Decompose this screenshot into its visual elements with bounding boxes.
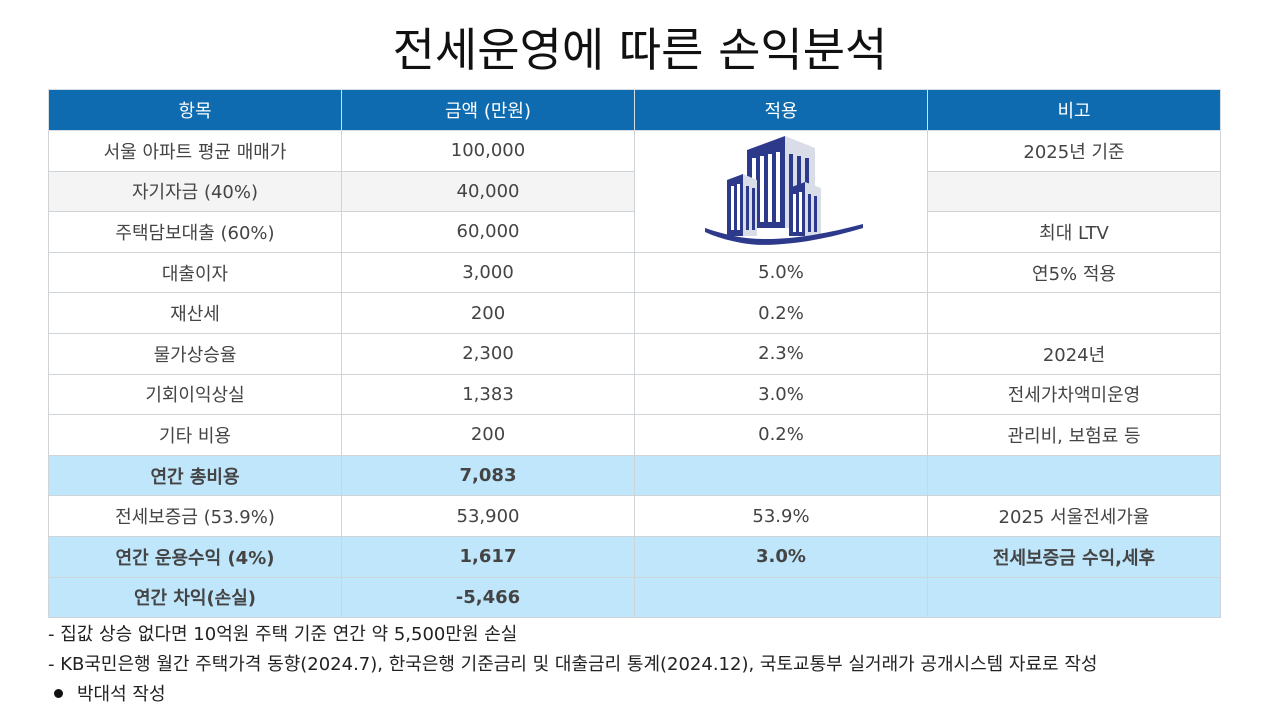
cell-apply: 3.0% (634, 373, 928, 416)
header-apply: 적용 (634, 89, 928, 131)
cell-note (927, 454, 1221, 497)
profit-loss-table: 항목 금액 (만원) 적용 비고 서울 아파트 평균 매매가 100,000 (48, 89, 1221, 619)
cell-note: 2025 서울전세가율 (927, 495, 1221, 537)
cell-item: 주택담보대출 (60%) (48, 211, 342, 253)
cell-item: 연간 총비용 (48, 454, 342, 497)
cell-amount: 100,000 (341, 130, 635, 172)
table-row: 주택담보대출 (60%) 60,000 최대 LTV (48, 211, 1221, 253)
table-row-net-profit: 연간 차익(손실) -5,466 (48, 576, 1221, 619)
page-title: 전세운영에 따른 손익분석 (392, 23, 888, 77)
cell-amount: 2,300 (341, 332, 635, 375)
cell-item: 물가상승율 (48, 332, 342, 375)
header-item: 항목 (48, 89, 342, 131)
cell-apply (634, 454, 928, 497)
building-image-cell (634, 130, 928, 253)
table-row: 기회이익상실 1,383 3.0% 전세가차액미운영 (48, 373, 1221, 416)
table-row-annual-return: 연간 운용수익 (4%) 1,617 3.0% 전세보증금 수익,세후 (48, 535, 1221, 578)
cell-item: 전세보증금 (53.9%) (48, 495, 342, 537)
cell-amount: 200 (341, 292, 635, 334)
cell-item: 연간 운용수익 (4%) (48, 535, 342, 578)
cell-note: 최대 LTV (927, 211, 1221, 253)
table-row: 자기자금 (40%) 40,000 (48, 170, 1221, 213)
cell-item: 대출이자 (48, 251, 342, 294)
cell-apply: 0.2% (634, 292, 928, 334)
author-line: 박대석 작성 (48, 680, 1248, 710)
author-text: 박대석 작성 (77, 684, 166, 705)
footnote: - 집값 상승 없다면 10억원 주택 기준 연간 약 5,500만원 손실 (48, 624, 518, 645)
cell-amount: 7,083 (341, 454, 635, 497)
table-row: 재산세 200 0.2% (48, 292, 1221, 334)
footnotes: - 집값 상승 없다면 10억원 주택 기준 연간 약 5,500만원 손실 -… (48, 620, 1248, 710)
cell-apply: 3.0% (634, 535, 928, 578)
cell-item: 자기자금 (40%) (48, 170, 342, 213)
cell-note (927, 576, 1221, 619)
table-row: 전세보증금 (53.9%) 53,900 53.9% 2025 서울전세가율 (48, 495, 1221, 537)
table-header-row: 항목 금액 (만원) 적용 비고 (48, 89, 1221, 131)
cell-item: 재산세 (48, 292, 342, 334)
cell-amount: 1,383 (341, 373, 635, 416)
footnote: - KB국민은행 월간 주택가격 동향(2024.7), 한국은행 기준금리 및… (48, 654, 1098, 675)
cell-note: 관리비, 보험료 등 (927, 414, 1221, 456)
cell-apply: 5.0% (634, 251, 928, 294)
cell-note: 2025년 기준 (927, 130, 1221, 172)
cell-note: 연5% 적용 (927, 251, 1221, 294)
cell-note: 전세보증금 수익,세후 (927, 535, 1221, 578)
table-row: 서울 아파트 평균 매매가 100,000 (48, 130, 1221, 253)
cell-item: 서울 아파트 평균 매매가 (48, 130, 342, 172)
cell-item: 기타 비용 (48, 414, 342, 456)
cell-amount: 1,617 (341, 535, 635, 578)
cell-amount: 60,000 (341, 211, 635, 253)
header-note: 비고 (927, 89, 1221, 131)
cell-note: 2024년 (927, 332, 1221, 375)
cell-apply (634, 576, 928, 619)
table-row: 물가상승율 2,300 2.3% 2024년 (48, 332, 1221, 375)
cell-amount-negative: -5,466 (341, 576, 635, 619)
cell-apply: 53.9% (634, 495, 928, 537)
cell-item: 연간 차익(손실) (48, 576, 342, 619)
cell-note (927, 292, 1221, 334)
cell-apply: 2.3% (634, 332, 928, 375)
header-amount: 금액 (만원) (341, 89, 635, 131)
bullet-icon (54, 688, 63, 698)
cell-item: 기회이익상실 (48, 373, 342, 416)
cell-amount: 3,000 (341, 251, 635, 294)
cell-note (927, 170, 1221, 213)
cell-amount: 200 (341, 414, 635, 456)
table-row-total-cost: 연간 총비용 7,083 (48, 454, 1221, 497)
cell-amount: 40,000 (341, 170, 635, 213)
building-icon (705, 136, 863, 245)
table-row: 기타 비용 200 0.2% 관리비, 보험료 등 (48, 414, 1221, 456)
cell-amount: 53,900 (341, 495, 635, 537)
cell-note: 전세가차액미운영 (927, 373, 1221, 416)
table-row: 대출이자 3,000 5.0% 연5% 적용 (48, 251, 1221, 294)
cell-apply: 0.2% (634, 414, 928, 456)
